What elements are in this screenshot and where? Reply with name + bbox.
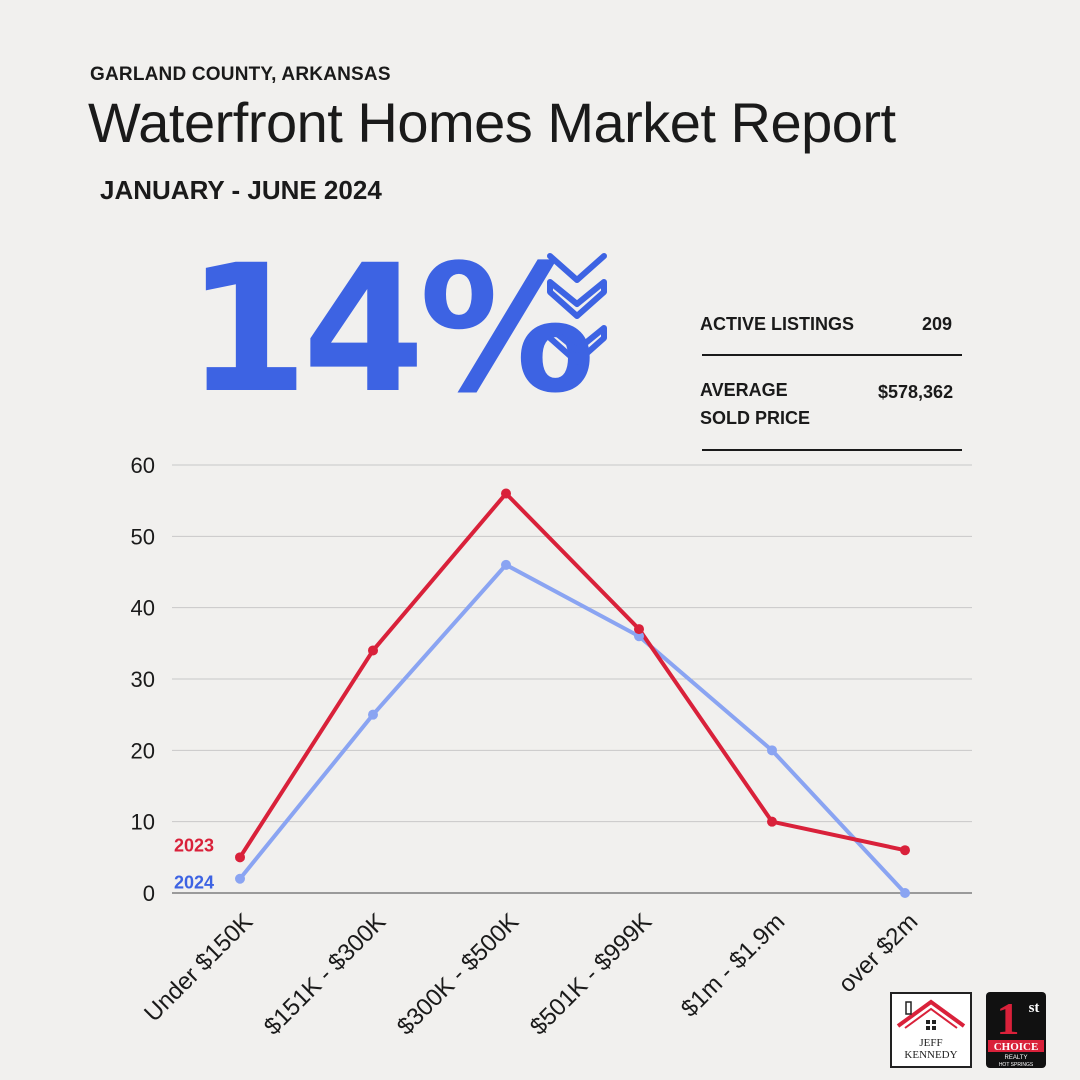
divider bbox=[702, 449, 962, 451]
y-tick-label: 10 bbox=[131, 810, 155, 835]
avg-price-label-line1: AVERAGE bbox=[700, 380, 788, 400]
line-chart: 0 10 20 30 40 50 60 Under $150K $151K - $300K $3… bbox=[131, 453, 972, 1040]
y-tick-label: 0 bbox=[143, 881, 155, 906]
data-point-2023 bbox=[368, 645, 378, 656]
active-listings-value: 209 bbox=[922, 314, 953, 334]
first-choice-realty-logo: 1 st CHOICE REALTY HOT SPRINGS bbox=[986, 992, 1046, 1068]
series-label-2024: 2024 bbox=[174, 873, 214, 893]
divider bbox=[702, 354, 962, 356]
data-point-2024 bbox=[501, 559, 511, 570]
y-tick-label: 40 bbox=[131, 596, 155, 621]
down-chevrons-icon bbox=[547, 253, 607, 365]
avg-price-label-line2: SOLD PRICE bbox=[700, 408, 811, 428]
y-tick-label: 60 bbox=[131, 453, 155, 478]
data-point-2024 bbox=[368, 709, 378, 720]
data-point-2024 bbox=[767, 745, 777, 756]
brand-line3: HOT SPRINGS bbox=[999, 1062, 1034, 1068]
brand-line1: CHOICE bbox=[994, 1041, 1039, 1053]
active-listings-label: ACTIVE LISTINGS bbox=[700, 314, 855, 334]
x-category-label: over $2m bbox=[833, 908, 923, 998]
brand-number: 1 bbox=[997, 993, 1020, 1044]
agent-last-name: KENNEDY bbox=[904, 1049, 957, 1061]
y-tick-label: 30 bbox=[131, 667, 155, 692]
report-period: JANUARY - JUNE 2024 bbox=[100, 175, 382, 205]
brand-logos: JEFF KENNEDY 1 st CHOICE REALTY HOT SPRI… bbox=[890, 992, 1046, 1068]
jeff-kennedy-logo: JEFF KENNEDY bbox=[890, 992, 972, 1068]
data-point-2023 bbox=[501, 488, 511, 499]
series-label-2023: 2023 bbox=[174, 835, 214, 855]
data-point-2023 bbox=[634, 624, 644, 635]
brand-line2: REALTY bbox=[1005, 1055, 1028, 1061]
x-category-label: $501K - $999K bbox=[525, 908, 657, 1040]
region-label: GARLAND COUNTY, ARKANSAS bbox=[90, 64, 391, 85]
avg-price-value: $578,362 bbox=[878, 382, 954, 402]
page-title: Waterfront Homes Market Report bbox=[88, 91, 896, 154]
x-category-label: $151K - $300K bbox=[259, 908, 391, 1040]
series-line-2023 bbox=[238, 491, 906, 859]
data-point-2024 bbox=[235, 873, 245, 884]
y-tick-label: 50 bbox=[131, 524, 155, 549]
data-point-2024 bbox=[900, 888, 910, 898]
x-category-label: Under $150K bbox=[139, 908, 258, 1027]
agent-first-name: JEFF bbox=[919, 1037, 942, 1049]
data-point-2024 bbox=[634, 631, 644, 642]
brand-superscript: st bbox=[1029, 1000, 1040, 1016]
data-point-2023 bbox=[767, 816, 777, 827]
series-line-2024 bbox=[238, 562, 907, 895]
data-point-2023 bbox=[900, 845, 910, 856]
y-tick-label: 20 bbox=[131, 738, 155, 763]
x-category-label: $300K - $500K bbox=[392, 908, 524, 1040]
x-category-label: $1m - $1.9m bbox=[676, 908, 790, 1022]
data-point-2023 bbox=[235, 852, 245, 863]
change-percent: 14% bbox=[186, 227, 595, 432]
